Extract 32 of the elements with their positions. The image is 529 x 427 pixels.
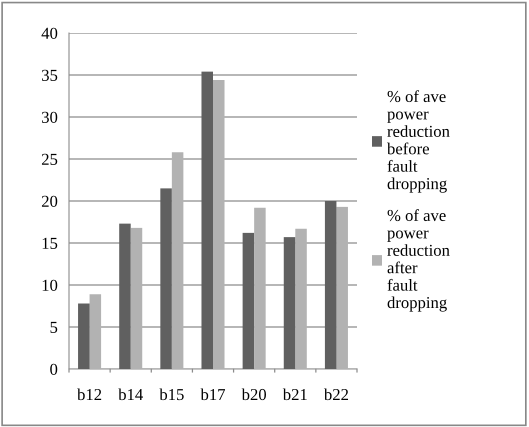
bar <box>295 228 307 369</box>
bar <box>130 228 142 369</box>
x-tick-label: b15 <box>159 388 184 400</box>
y-tick-label: 15 <box>42 238 58 249</box>
x-tick-label: b20 <box>242 388 266 400</box>
bar <box>119 224 131 369</box>
x-tick-label: b22 <box>324 388 348 400</box>
x-tick-label: b17 <box>200 388 226 400</box>
legend-label: % of ave power reduction after fault dropping <box>387 209 450 312</box>
bar <box>324 201 336 369</box>
bar <box>90 294 102 369</box>
bar <box>213 80 225 369</box>
bar <box>78 303 90 369</box>
bar <box>242 232 254 369</box>
y-tick-label: 0 <box>50 364 58 375</box>
x-tick-label: b14 <box>118 388 143 400</box>
y-tick-label: 5 <box>50 322 58 333</box>
x-tick-label: b12 <box>77 388 102 400</box>
bar <box>336 206 348 369</box>
legend-label: % of ave power reduction before fault dropping <box>387 90 450 193</box>
y-tick-label: 25 <box>42 154 58 165</box>
y-tick-label: 35 <box>42 70 58 81</box>
y-tick-label: 10 <box>42 280 58 291</box>
bar <box>160 188 172 369</box>
x-tick-label: b21 <box>282 388 307 400</box>
bar <box>201 72 213 369</box>
y-tick-label: 20 <box>42 196 58 207</box>
y-tick-label: 40 <box>42 28 58 39</box>
y-tick-label: 30 <box>42 112 58 123</box>
bar <box>172 152 184 369</box>
bar <box>284 237 296 369</box>
bar <box>254 208 266 369</box>
